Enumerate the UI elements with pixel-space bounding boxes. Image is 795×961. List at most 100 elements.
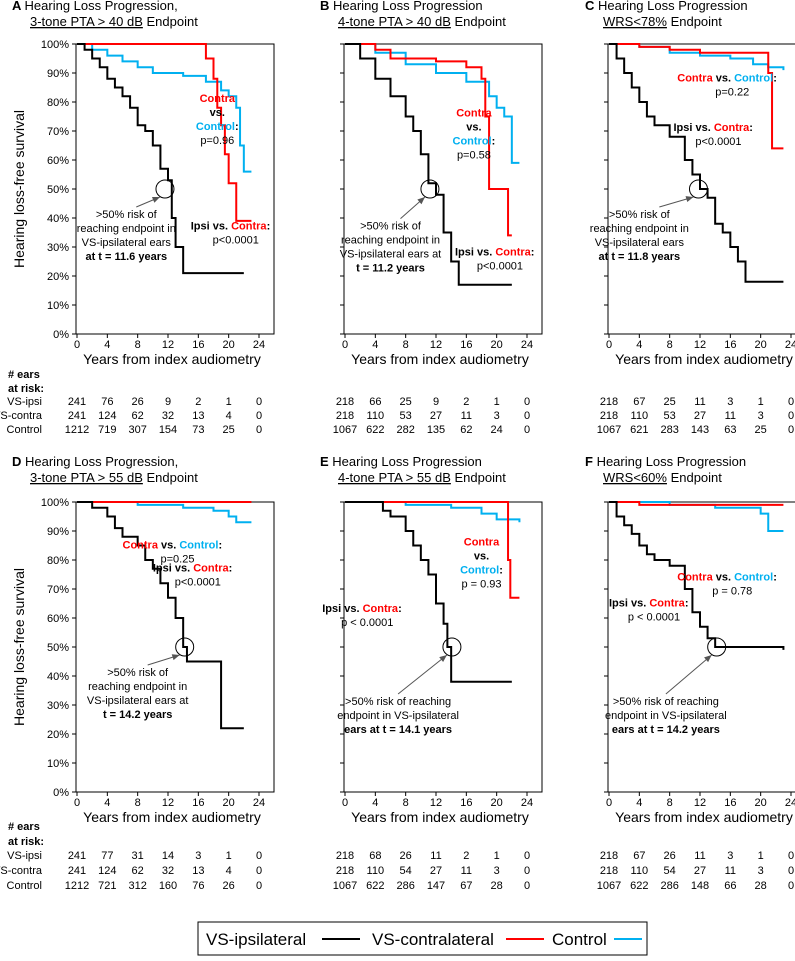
km-curve-vs-contralateral: [345, 501, 520, 599]
x-tick-label: 0: [74, 797, 80, 809]
annotation-risk-line1: >50% risk of: [360, 221, 422, 233]
x-tick-label: 16: [724, 339, 736, 351]
at-risk-count: 0: [788, 880, 794, 892]
at-risk-count: 11: [725, 865, 736, 877]
arrow-head: [439, 655, 447, 663]
at-risk-count: 0: [788, 424, 794, 436]
panel-title-line1: C Hearing Loss Progression: [585, 0, 748, 13]
annotation-control: Control:: [196, 121, 239, 133]
panel-title-line1: F Hearing Loss Progression: [585, 454, 746, 469]
at-risk-count: 13: [192, 410, 204, 422]
y-tick-label: 50%: [47, 642, 69, 654]
panel-title-line1: B Hearing Loss Progression: [320, 0, 483, 13]
annotation-risk-line3: ears at t = 14.1 years: [344, 724, 452, 736]
y-tick-label: 80%: [47, 97, 69, 109]
legend-label: VS-ipsilateral: [206, 930, 306, 949]
annotation-p-value: p=0.58: [457, 150, 491, 162]
at-risk-count: 76: [192, 880, 204, 892]
x-tick-label: 0: [74, 339, 80, 351]
at-risk-count: 2: [195, 396, 201, 408]
at-risk-count: 62: [132, 865, 144, 877]
at-risk-count: 0: [256, 410, 262, 422]
x-tick-label: 4: [636, 339, 642, 351]
annotation-contra: Contra: [200, 93, 236, 105]
x-tick-label: 24: [785, 797, 795, 809]
y-tick-label: 80%: [47, 555, 69, 567]
annotation-control: Control:: [460, 565, 503, 577]
at-risk-count: 1: [494, 396, 500, 408]
at-risk-count: 621: [630, 424, 648, 436]
arrow-head: [704, 655, 712, 663]
annotation-ipsi-vs-contra: Ipsi vs. Contra:: [322, 603, 401, 615]
panel-d: D Hearing Loss Progression,3-tone PTA > …: [11, 454, 275, 892]
at-risk-count: 0: [788, 396, 794, 408]
x-tick-label: 16: [192, 797, 204, 809]
x-tick-label: 4: [372, 339, 378, 351]
x-tick-label: 8: [403, 797, 409, 809]
at-risk-count: 241: [68, 850, 86, 862]
y-tick-label: 70%: [47, 584, 69, 596]
at-risk-count: 282: [396, 424, 414, 436]
panel-title-line1: A Hearing Loss Progression,: [12, 0, 178, 13]
annotation-ipsi-vs-contra: Ipsi vs. Contra:: [609, 597, 688, 609]
at-risk-count: 283: [660, 424, 678, 436]
at-risk-count: 1: [494, 850, 500, 862]
at-risk-count: 0: [788, 865, 794, 877]
at-risk-count: 66: [724, 880, 736, 892]
y-tick-label: 40%: [47, 213, 69, 225]
x-tick-label: 0: [342, 797, 348, 809]
annotation-p-value: p=0.25: [161, 553, 195, 565]
annotation-p-value: p<0.0001: [477, 261, 523, 273]
at-risk-count: 1067: [597, 880, 621, 892]
annotation-vs: vs.: [474, 551, 489, 563]
legend: VS-ipsilateral VS-contralateral Control: [197, 921, 648, 956]
annotation-risk-line3: ears at t = 14.2 years: [612, 724, 720, 736]
at-risk-count: 67: [633, 850, 645, 862]
median-circle: [420, 179, 440, 199]
risk-row-label: Control: [7, 424, 42, 436]
legend-box: [197, 921, 648, 956]
plot-frame: [75, 43, 275, 335]
arrow-head: [171, 654, 180, 661]
at-risk-count: 3: [494, 410, 500, 422]
at-risk-count: 32: [162, 865, 174, 877]
at-risk-count: 27: [430, 865, 442, 877]
annotation-risk-line2: endpoint in VS-ipsilateral: [337, 710, 459, 722]
panel-title-line2: WRS<60% Endpoint: [603, 470, 722, 485]
annotation-ipsi-vs-contra: Ipsi vs. Contra:: [673, 122, 752, 134]
y-tick-label: 20%: [47, 271, 69, 283]
at-risk-count: 54: [400, 865, 412, 877]
at-risk-count: 135: [427, 424, 445, 436]
annotation-risk-line2: reaching endpoint in: [341, 235, 440, 247]
x-axis-label: Years from index audiometry: [83, 809, 261, 825]
annotation-control: Control:: [453, 136, 496, 148]
annotation-p-value: p < 0.0001: [341, 617, 393, 629]
annotation-risk-line1: >50% risk of: [96, 209, 158, 221]
annotation-risk-line1: >50% risk of: [609, 209, 671, 221]
at-risk-count: 27: [430, 410, 442, 422]
annotation-contra: Contra: [464, 537, 500, 549]
annotation-risk-line1: >50% risk of: [107, 667, 169, 679]
x-tick-label: 0: [606, 339, 612, 351]
at-risk-count: 11: [461, 410, 472, 422]
at-risk-count: 622: [366, 880, 384, 892]
at-risk-count: 14: [162, 850, 174, 862]
y-tick-label: 10%: [47, 300, 69, 312]
y-tick-label: 20%: [47, 729, 69, 741]
at-risk-count: 0: [256, 865, 262, 877]
at-risk-count: 1067: [597, 424, 621, 436]
median-circle: [707, 637, 727, 657]
annotation-ipsi-vs-contra: Ipsi vs. Contra:: [153, 563, 232, 575]
x-tick-label: 12: [694, 797, 706, 809]
at-risk-count: 110: [367, 410, 385, 422]
at-risk-count: 25: [400, 396, 412, 408]
at-risk-count: 28: [755, 880, 767, 892]
x-tick-label: 20: [755, 339, 767, 351]
x-tick-label: 20: [223, 339, 235, 351]
annotation-contra-vs-control: Contra vs. Control:: [677, 571, 777, 583]
km-curve-vs-ipsilateral: [609, 501, 785, 650]
risk-row-label: VS-ipsi: [7, 850, 42, 862]
median-circle: [442, 637, 462, 657]
at-risk-count: 143: [691, 424, 709, 436]
